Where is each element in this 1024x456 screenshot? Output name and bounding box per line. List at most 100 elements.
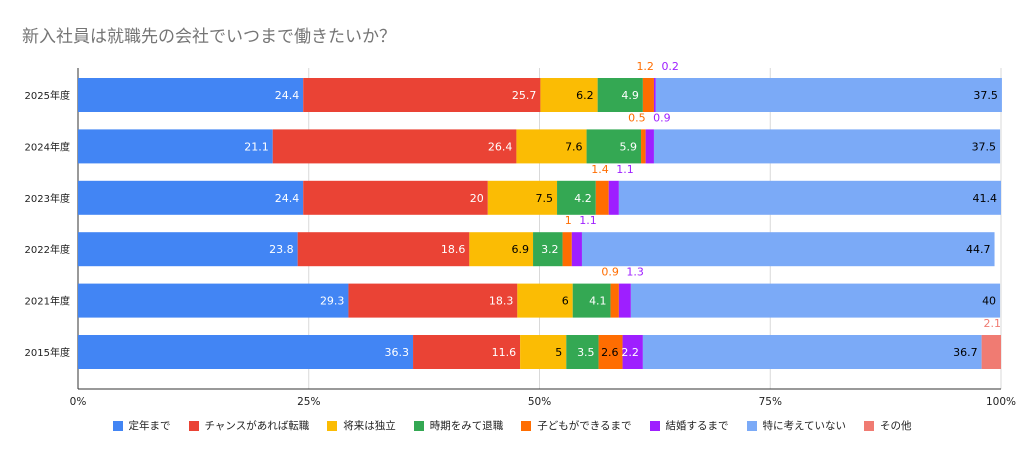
- legend-label: 子どもができるまで: [537, 420, 632, 432]
- bar-segment: [557, 180, 596, 215]
- data-label: 23.8: [269, 243, 294, 256]
- legend-item: 子どもができるまで: [521, 418, 632, 433]
- data-label: 3.2: [541, 243, 559, 256]
- data-label: 36.3: [385, 346, 410, 359]
- bar-segment: [562, 232, 572, 267]
- bar-segment: [487, 180, 558, 215]
- bar-segment: [622, 335, 643, 369]
- bar-segment: [533, 232, 563, 267]
- bar-segment: [413, 335, 521, 369]
- legend-label: その他: [879, 420, 912, 432]
- bar-segment: [981, 335, 1001, 369]
- data-label: 26.4: [488, 140, 513, 153]
- bar-segment: [630, 283, 1001, 318]
- bar-segment: [78, 180, 304, 215]
- data-label: 24.4: [275, 192, 300, 205]
- bar-segment: [608, 180, 619, 215]
- legend-swatch: [649, 420, 660, 431]
- data-label: 21.1: [244, 140, 269, 153]
- bar-segment: [520, 335, 567, 369]
- data-label: 18.3: [489, 295, 514, 308]
- bar-segment: [653, 78, 656, 112]
- bar-segment: [642, 335, 982, 369]
- data-label: 7.5: [536, 192, 554, 205]
- bar-segment: [653, 129, 1001, 164]
- bar-segment: [610, 283, 619, 318]
- category-label: 2015年度: [25, 346, 70, 359]
- category-label: 2023年度: [25, 192, 70, 205]
- data-label: 5.9: [620, 140, 638, 153]
- bar-segment: [618, 180, 1001, 215]
- data-label: 44.7: [966, 243, 991, 256]
- data-label: 40: [982, 295, 996, 308]
- bar-segment: [272, 129, 517, 164]
- legend-swatch: [521, 420, 532, 431]
- legend-swatch: [413, 420, 424, 431]
- data-label: 1.2: [636, 60, 654, 73]
- legend-swatch: [188, 420, 199, 431]
- bar-segment: [78, 129, 273, 164]
- legend-item: 定年まで: [112, 418, 171, 433]
- data-label: 24.4: [275, 89, 300, 102]
- x-tick-label: 50%: [528, 396, 551, 408]
- data-label: 0.5: [628, 111, 646, 124]
- legend-label: 将来は独立: [343, 420, 396, 432]
- bar-segment: [645, 129, 654, 164]
- data-label: 37.5: [973, 89, 998, 102]
- bar-segment: [469, 232, 534, 267]
- bar-segment: [598, 335, 623, 369]
- x-tick-label: 25%: [297, 396, 320, 408]
- legend: 定年まで チャンスがあれば転職 将来は独立 時期をみて退職 子どもができるまで 結婚するま…: [0, 418, 1024, 433]
- bar-segment: [297, 232, 470, 267]
- category-label: 2021年度: [25, 295, 70, 308]
- bar-segment: [348, 283, 518, 318]
- data-label: 6: [562, 295, 569, 308]
- data-label: 6.2: [576, 89, 594, 102]
- legend-swatch: [327, 420, 338, 431]
- bar-segment: [517, 283, 573, 318]
- data-label: 5: [555, 346, 562, 359]
- legend-label: 結婚するまで: [665, 420, 729, 432]
- axes: 0% 25% 50% 75% 100% 2025年度 2024年度 2023年度 2022年度 2…: [25, 89, 1016, 408]
- bar-segment: [586, 129, 642, 164]
- bar-segment: [618, 283, 631, 318]
- data-label: 7.6: [565, 140, 583, 153]
- category-label: 2024年度: [25, 140, 70, 153]
- data-label: 25.7: [512, 89, 537, 102]
- data-label: 0.2: [661, 60, 679, 73]
- data-label: 3.5: [577, 346, 595, 359]
- data-label: 1.4: [591, 163, 609, 176]
- data-label: 2.2: [621, 346, 639, 359]
- bar-segment: [78, 232, 298, 267]
- bar-segment: [595, 180, 609, 215]
- legend-item: 将来は独立: [327, 418, 396, 433]
- bar-segment: [642, 78, 654, 112]
- bar-segment: [303, 180, 488, 215]
- bar-segment: [655, 78, 1002, 112]
- x-tick-label: 0%: [70, 396, 87, 408]
- data-label: 1: [565, 214, 572, 227]
- legend-item: 特に考えていない: [746, 418, 846, 433]
- data-label: 37.5: [972, 140, 997, 153]
- legend-swatch: [112, 420, 123, 431]
- bar-segment: [303, 78, 541, 112]
- data-label: 2.1: [984, 317, 1002, 330]
- bar-segment: [572, 283, 611, 318]
- data-label: 2.6: [601, 346, 619, 359]
- legend-item: チャンスがあれば転職: [188, 418, 309, 433]
- data-label: 36.7: [953, 346, 978, 359]
- data-label: 41.4: [973, 192, 998, 205]
- data-label: 18.6: [441, 243, 466, 256]
- legend-label: 特に考えていない: [762, 420, 846, 432]
- legend-item: 時期をみて退職: [413, 418, 503, 433]
- legend-item: 結婚するまで: [649, 418, 729, 433]
- bar-segment: [78, 78, 304, 112]
- bar-segment: [78, 283, 349, 318]
- data-label: 0.9: [653, 111, 671, 124]
- data-label: 1.1: [579, 214, 597, 227]
- data-label: 1.1: [616, 163, 634, 176]
- x-tick-label: 100%: [986, 396, 1016, 408]
- data-label: 11.6: [492, 346, 517, 359]
- data-label: 4.2: [574, 192, 592, 205]
